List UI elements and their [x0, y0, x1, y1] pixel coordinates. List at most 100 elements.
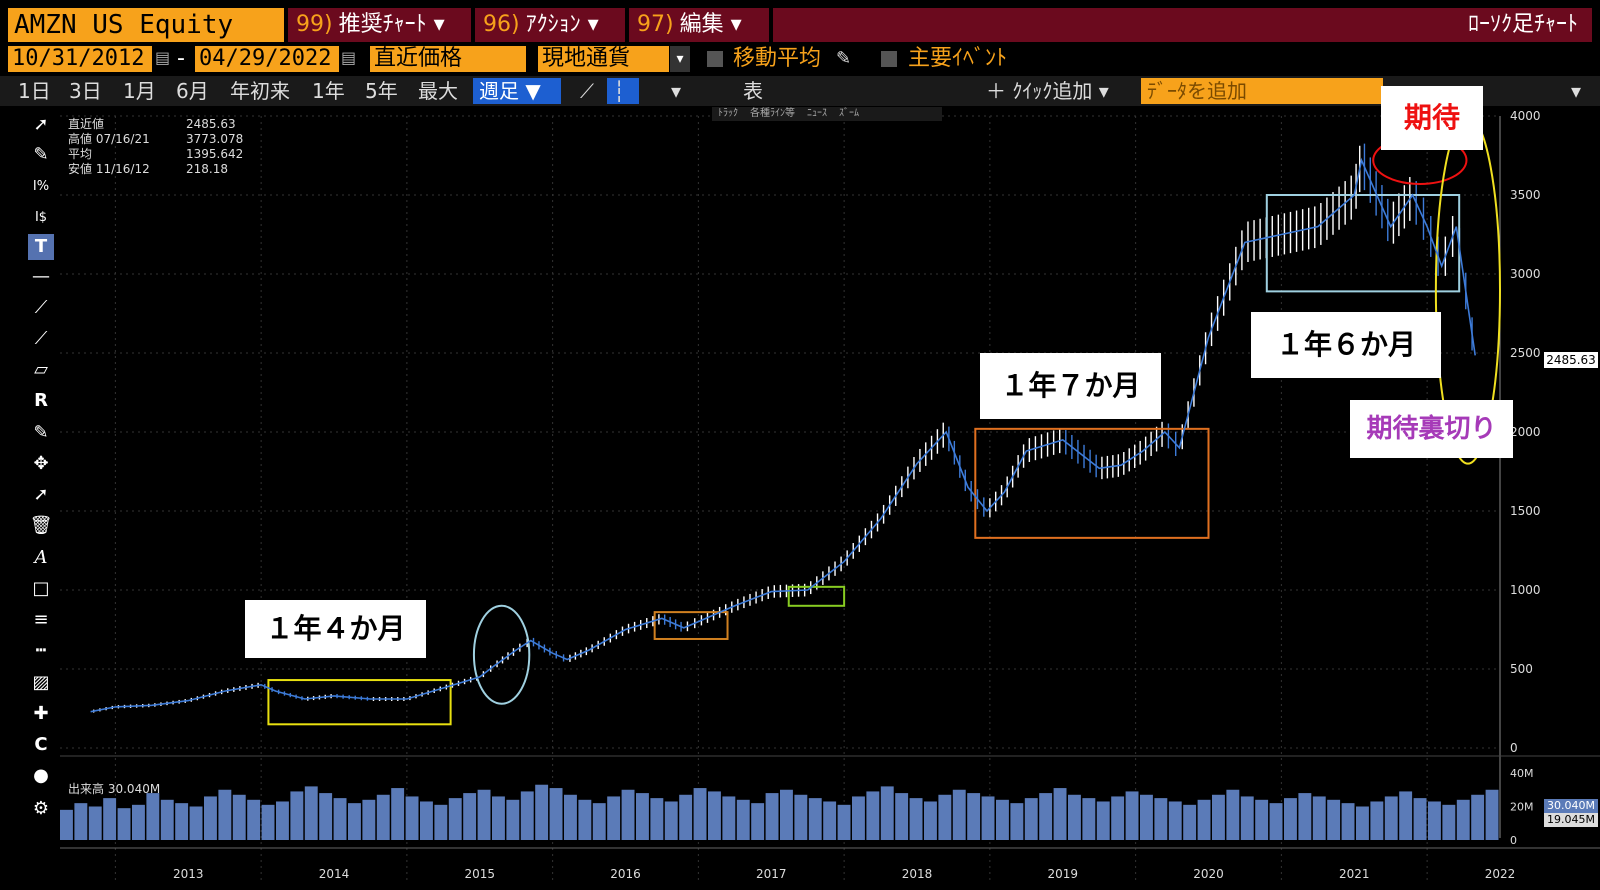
crosshair-icon[interactable]: ✚: [33, 703, 49, 724]
annotation-box-2014: １年４か月: [245, 600, 426, 658]
calendar-icon[interactable]: ▤: [341, 48, 357, 67]
annotation-ellipse: [472, 604, 531, 705]
volume-bar: [1399, 791, 1413, 840]
volume-bar: [218, 789, 232, 840]
volume-bar: [319, 793, 333, 840]
ticker-field[interactable]: AMZN US Equity: [8, 8, 284, 42]
last-price-tag: 2485.63: [1544, 352, 1598, 368]
volume-bar: [952, 789, 966, 840]
volume-bar: [880, 786, 894, 840]
volume-bar: [650, 798, 664, 840]
brush-icon[interactable]: ✎: [33, 422, 49, 443]
volume-bar: [621, 789, 635, 840]
channel-icon[interactable]: ▱: [34, 359, 48, 380]
volume-bar: [636, 793, 649, 840]
mini-track[interactable]: ﾄﾗｯｸ: [718, 108, 738, 119]
moving-average-checkbox[interactable]: [707, 51, 723, 67]
volume-bar: [780, 789, 793, 840]
range-6m[interactable]: 6月: [176, 79, 209, 103]
x-tick-label: 2019: [1047, 867, 1078, 881]
volume-bar: [1183, 804, 1197, 840]
x-tick-label: 2014: [319, 867, 350, 881]
x-tick-label: 2022: [1485, 867, 1516, 881]
volume-bar: [1284, 798, 1297, 840]
r-icon[interactable]: R: [34, 390, 48, 411]
select-icon[interactable]: ➚: [33, 484, 49, 505]
volume-bar: [276, 801, 289, 840]
menu-number: 96): [483, 12, 520, 37]
range-ytd[interactable]: 年初来: [230, 79, 290, 103]
edit-menu[interactable]: 97) 編集 ▾: [629, 8, 769, 42]
volume-bar: [578, 799, 592, 840]
quick-add-button[interactable]: ＋ ｸｲｯｸ追加 ▾: [986, 79, 1109, 103]
volume-tag: 19.045M: [1544, 813, 1598, 827]
color-icon[interactable]: ●: [33, 765, 49, 786]
price-type-select[interactable]: 直近価格: [370, 46, 526, 72]
volume-bar: [1024, 798, 1038, 840]
pattern-icon[interactable]: ▨: [32, 672, 50, 693]
volume-bar: [1327, 799, 1341, 840]
chevron-down-icon[interactable]: ▾: [671, 79, 682, 103]
start-date-field[interactable]: 10/31/2012: [8, 46, 152, 72]
price-line: [90, 157, 1476, 713]
chevron-down-icon[interactable]: ▾: [670, 46, 690, 72]
ray-icon[interactable]: ⟋: [34, 328, 48, 349]
mini-lines[interactable]: 各種ﾗｲﾝ等: [750, 108, 795, 119]
y-tick-label: 1000: [1510, 583, 1541, 597]
gear-icon[interactable]: ⚙: [32, 798, 50, 819]
line-weight-icon[interactable]: ≡: [33, 609, 49, 630]
volume-bar: [664, 801, 678, 840]
add-data-input[interactable]: ﾃﾞｰﾀを追加: [1141, 78, 1383, 104]
pencil-icon[interactable]: ✎: [836, 48, 852, 69]
percent-icon[interactable]: I%: [32, 179, 50, 194]
volume-bar: [1039, 793, 1053, 840]
menu-number: 99): [296, 12, 333, 37]
candlestick-icon[interactable]: ┆: [607, 78, 639, 104]
volume-bar: [751, 803, 765, 840]
volume-bar: [679, 794, 693, 840]
fill-icon[interactable]: □: [32, 578, 50, 599]
chevron-down-icon[interactable]: ▾: [1571, 79, 1582, 103]
font-icon[interactable]: A: [34, 547, 48, 568]
table-button[interactable]: 表: [743, 79, 763, 103]
pointer-icon[interactable]: ➚: [33, 114, 49, 135]
move-icon[interactable]: ✥: [33, 453, 49, 474]
volume-bar: [261, 804, 275, 840]
volume-bar: [1471, 794, 1485, 840]
volume-legend: 出来高 30.040M: [68, 780, 160, 797]
calendar-icon[interactable]: ▤: [155, 48, 171, 67]
action-menu[interactable]: 96) ｱｸｼｮﾝ ▾: [475, 8, 625, 42]
volume-legend-value: 30.040M: [107, 782, 161, 796]
range-1d[interactable]: 1日: [18, 79, 51, 103]
dollar-icon[interactable]: I$: [34, 210, 48, 225]
price-chart[interactable]: 0 500 1000 1500 2000 2500 3000 3500 4000 2013 2014…: [60, 108, 1600, 890]
range-3d[interactable]: 3日: [69, 79, 102, 103]
end-date-field[interactable]: 04/29/2022: [195, 46, 339, 72]
mini-news[interactable]: ﾆｭｰｽ: [807, 108, 827, 119]
range-5y[interactable]: 5年: [365, 79, 398, 103]
trendline-icon[interactable]: ⟋: [34, 297, 48, 318]
text-icon[interactable]: T: [28, 234, 54, 260]
line-style-icon[interactable]: ┅: [35, 640, 47, 661]
hline-icon[interactable]: —: [32, 266, 50, 287]
mini-zoom[interactable]: ｽﾞｰﾑ: [839, 108, 859, 119]
range-1y[interactable]: 1年: [312, 79, 345, 103]
volume-bar: [1384, 796, 1398, 840]
currency-select[interactable]: 現地通貨: [538, 46, 669, 72]
recommended-chart-menu[interactable]: 99) 推奨ﾁｬｰﾄ ▾: [288, 8, 471, 42]
frequency-select[interactable]: 週足 ▼: [473, 78, 561, 104]
volume-bar: [967, 793, 981, 840]
volume-bar: [362, 799, 376, 840]
range-max[interactable]: 最大: [418, 79, 458, 103]
range-1m[interactable]: 1月: [123, 79, 156, 103]
x-tick-label: 2015: [464, 867, 495, 881]
magnet-icon[interactable]: C: [34, 734, 48, 755]
volume-bar: [175, 803, 189, 840]
draw-icon[interactable]: ✎: [33, 144, 49, 165]
line-chart-icon[interactable]: ⟋: [580, 79, 594, 103]
volume-bar: [1226, 789, 1240, 840]
events-checkbox[interactable]: [881, 51, 897, 67]
trash-icon[interactable]: 🗑: [29, 515, 53, 536]
volume-bar: [520, 791, 534, 840]
volume-bar: [88, 806, 102, 840]
